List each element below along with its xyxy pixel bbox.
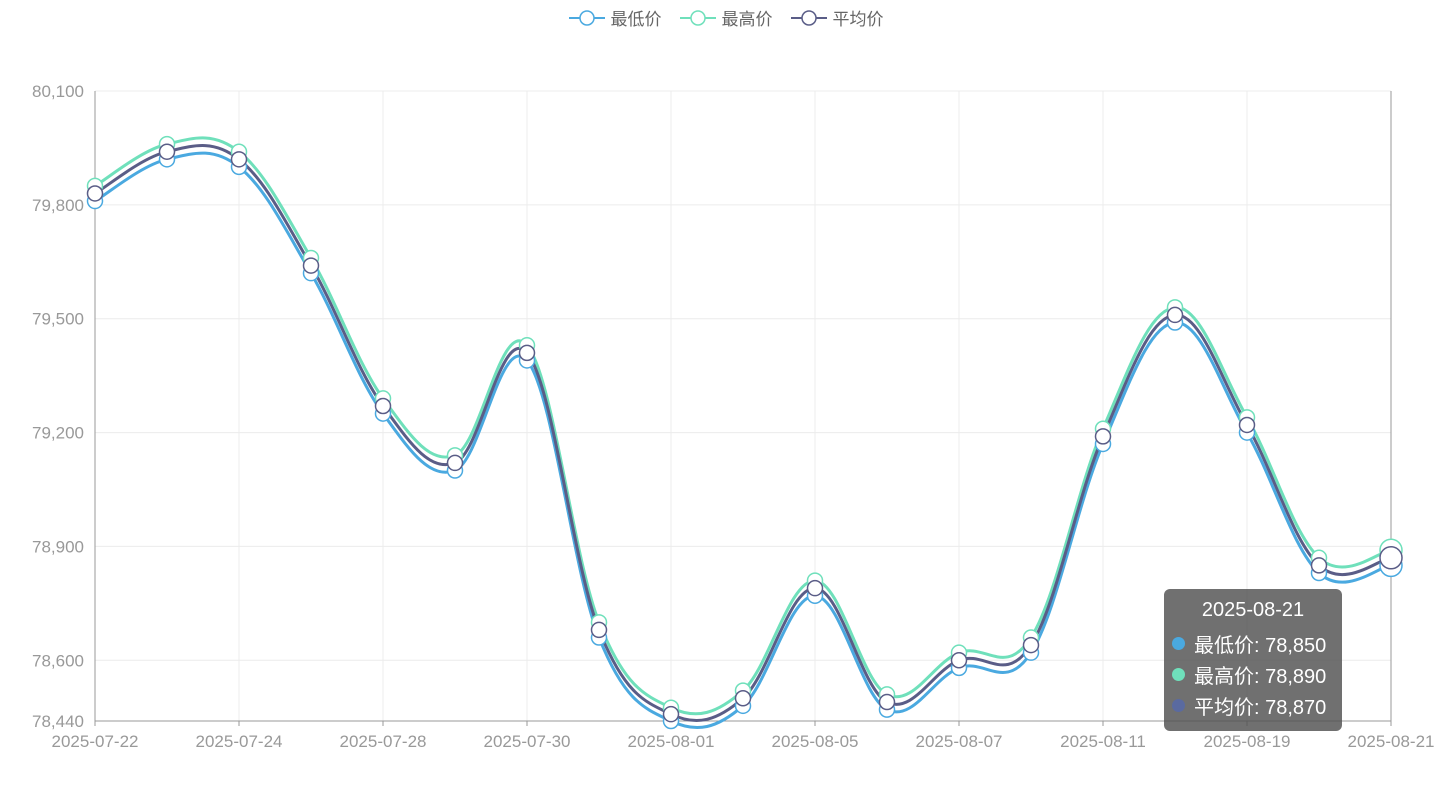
- data-point-avg: [302, 257, 320, 274]
- tooltip: 2025-08-21 最低价: 78,850 最高价: 78,890 平均价: …: [1164, 589, 1342, 731]
- data-point-avg: [1166, 306, 1184, 324]
- legend-label-max: 最高价: [721, 10, 773, 29]
- data-point-avg: [518, 344, 536, 362]
- tooltip-row-avg: 平均价: 78,870: [1172, 690, 1334, 721]
- data-point-avg: [1238, 416, 1256, 434]
- data-point-avg: [878, 693, 896, 711]
- tooltip-title: 2025-08-21: [1201, 599, 1305, 621]
- data-point-avg: [158, 143, 176, 160]
- y-tick-label: 78,440: [32, 712, 84, 731]
- y-tick-label: 80,100: [32, 82, 84, 101]
- y-tick-label: 78,600: [32, 651, 84, 670]
- tooltip-dot-min: [1172, 637, 1185, 650]
- tooltip-label-max: 最高价: 78,890: [1194, 666, 1327, 688]
- legend: 最低价 最高价 平均价: [0, 5, 1452, 30]
- legend-item-min[interactable]: 最低价: [568, 5, 662, 30]
- legend-swatch-avg: [790, 9, 827, 26]
- data-point-avg: [1379, 546, 1403, 570]
- x-tick-label: 2025-07-30: [484, 732, 571, 751]
- data-point-avg: [950, 652, 968, 669]
- x-tick-label: 2025-08-19: [1204, 732, 1291, 751]
- legend-item-max[interactable]: 最高价: [679, 5, 773, 30]
- y-tick-label: 79,200: [32, 424, 84, 443]
- tooltip-row-max: 最高价: 78,890: [1172, 659, 1334, 690]
- data-point-avg: [230, 151, 248, 168]
- x-tick-label: 2025-07-22: [52, 732, 139, 751]
- x-tick-label: 2025-08-05: [772, 732, 859, 751]
- tooltip-label-min: 最低价: 78,850: [1194, 635, 1327, 657]
- x-tick-label: 2025-07-24: [196, 732, 283, 751]
- x-tick-label: 2025-08-21: [1348, 732, 1435, 751]
- legend-swatch-max: [679, 9, 716, 26]
- tooltip-dot-max: [1172, 668, 1185, 681]
- data-point-avg: [446, 454, 464, 472]
- y-tick-label: 79,500: [32, 310, 84, 329]
- legend-label-min: 最低价: [610, 10, 662, 29]
- data-point-avg: [662, 705, 680, 723]
- data-point-avg: [1022, 636, 1040, 654]
- data-point-avg: [734, 689, 752, 707]
- data-point-avg: [1310, 557, 1328, 574]
- x-tick-label: 2025-08-07: [916, 732, 1003, 751]
- y-tick-label: 78,900: [32, 537, 84, 556]
- tooltip-label-avg: 平均价: 78,870: [1194, 697, 1327, 719]
- data-point-avg: [86, 185, 104, 202]
- data-point-avg: [1094, 428, 1112, 445]
- tooltip-row-min: 最低价: 78,850: [1172, 628, 1334, 659]
- x-tick-label: 2025-08-11: [1060, 732, 1146, 751]
- data-point-avg: [590, 621, 608, 639]
- legend-swatch-min: [568, 9, 605, 26]
- y-tick-label: 79,800: [32, 196, 84, 215]
- legend-item-avg[interactable]: 平均价: [790, 5, 884, 30]
- legend-label-avg: 平均价: [832, 10, 884, 29]
- x-tick-label: 2025-07-28: [340, 732, 427, 751]
- tooltip-dot-avg: [1172, 699, 1185, 712]
- x-tick-label: 2025-08-01: [628, 732, 715, 751]
- data-point-avg: [374, 397, 392, 415]
- data-point-avg: [806, 579, 824, 597]
